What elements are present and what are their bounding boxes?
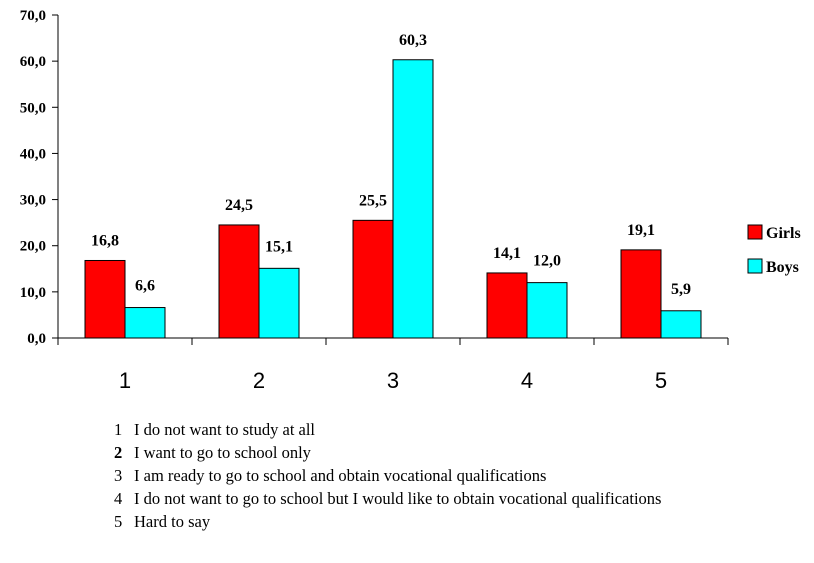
- bar-boys: [124, 307, 166, 339]
- legend-swatch-boys: [747, 258, 763, 274]
- note-item-4: 4 I do not want to go to school but I wo…: [114, 489, 774, 509]
- bar-boys: [258, 267, 300, 339]
- note-text: I do not want to go to school but I woul…: [134, 489, 662, 508]
- chart-bars: 16,8 6,6 24,5 15,1 25,5 60,3 14,1 12,0 19,1 5,9: [84, 32, 702, 339]
- y-tick-label: 20,0: [20, 239, 46, 255]
- legend-label-girls: Girls: [766, 225, 801, 242]
- x-tick-label: 5: [655, 368, 667, 393]
- data-label-girls: 16,8: [91, 232, 119, 249]
- y-tick-label: 60,0: [20, 54, 46, 70]
- note-number: 4: [114, 489, 123, 508]
- legend-swatch-girls: [747, 224, 763, 240]
- data-label-boys: 5,9: [671, 281, 691, 298]
- legend-label-boys: Boys: [766, 259, 799, 276]
- bar-girls: [218, 224, 260, 339]
- bar-girls: [620, 249, 662, 339]
- y-tick-label: 0,0: [27, 331, 46, 347]
- x-tick-label: 2: [253, 368, 265, 393]
- note-number: 1: [114, 420, 123, 439]
- y-tick-label: 30,0: [20, 193, 46, 209]
- note-item-1: 1 I do not want to study at all: [114, 420, 774, 440]
- data-label-boys: 6,6: [135, 278, 155, 295]
- chart-axes: 0,0 10,0 20,0 30,0 40,0 50,0 60,0 70,0 1 2 3 4 5: [20, 8, 729, 393]
- data-label-girls: 24,5: [225, 197, 253, 214]
- chart-legend: Girls Boys: [747, 224, 801, 276]
- category-notes: 1 I do not want to study at all 2 I want…: [114, 420, 774, 535]
- y-tick-label: 10,0: [20, 285, 46, 301]
- bar-chart: 0,0 10,0 20,0 30,0 40,0 50,0 60,0 70,0 1 2 3 4 5 16,…: [20, 8, 801, 393]
- data-label-girls: 19,1: [627, 222, 655, 239]
- note-text: I am ready to go to school and obtain vo…: [134, 466, 547, 485]
- x-tick-label: 1: [119, 368, 131, 393]
- note-text: I do not want to study at all: [134, 420, 316, 439]
- y-tick-label: 70,0: [20, 8, 46, 24]
- bar-girls: [486, 272, 528, 339]
- data-label-girls: 14,1: [493, 245, 521, 262]
- bar-girls: [352, 219, 394, 339]
- x-tick-label: 4: [521, 368, 533, 393]
- bar-girls: [84, 259, 126, 339]
- data-label-boys: 15,1: [265, 238, 293, 255]
- note-number: 3: [114, 466, 123, 485]
- bar-boys: [392, 59, 434, 339]
- y-tick-label: 50,0: [20, 100, 46, 116]
- bar-boys: [660, 310, 702, 339]
- bar-boys: [526, 282, 568, 339]
- note-item-3: 3 I am ready to go to school and obtain …: [114, 466, 774, 486]
- y-tick-label: 40,0: [20, 146, 46, 162]
- data-label-boys: 60,3: [399, 32, 427, 49]
- note-item-2: 2 I want to go to school only: [114, 443, 774, 463]
- data-label-boys: 12,0: [533, 253, 561, 270]
- x-tick-label: 3: [387, 368, 399, 393]
- note-number: 5: [114, 512, 123, 531]
- note-text: I want to go to school only: [134, 443, 311, 462]
- note-text: Hard to say: [134, 512, 211, 531]
- data-label-girls: 25,5: [359, 192, 387, 209]
- note-item-5: 5 Hard to say: [114, 512, 774, 532]
- note-number: 2: [114, 443, 123, 462]
